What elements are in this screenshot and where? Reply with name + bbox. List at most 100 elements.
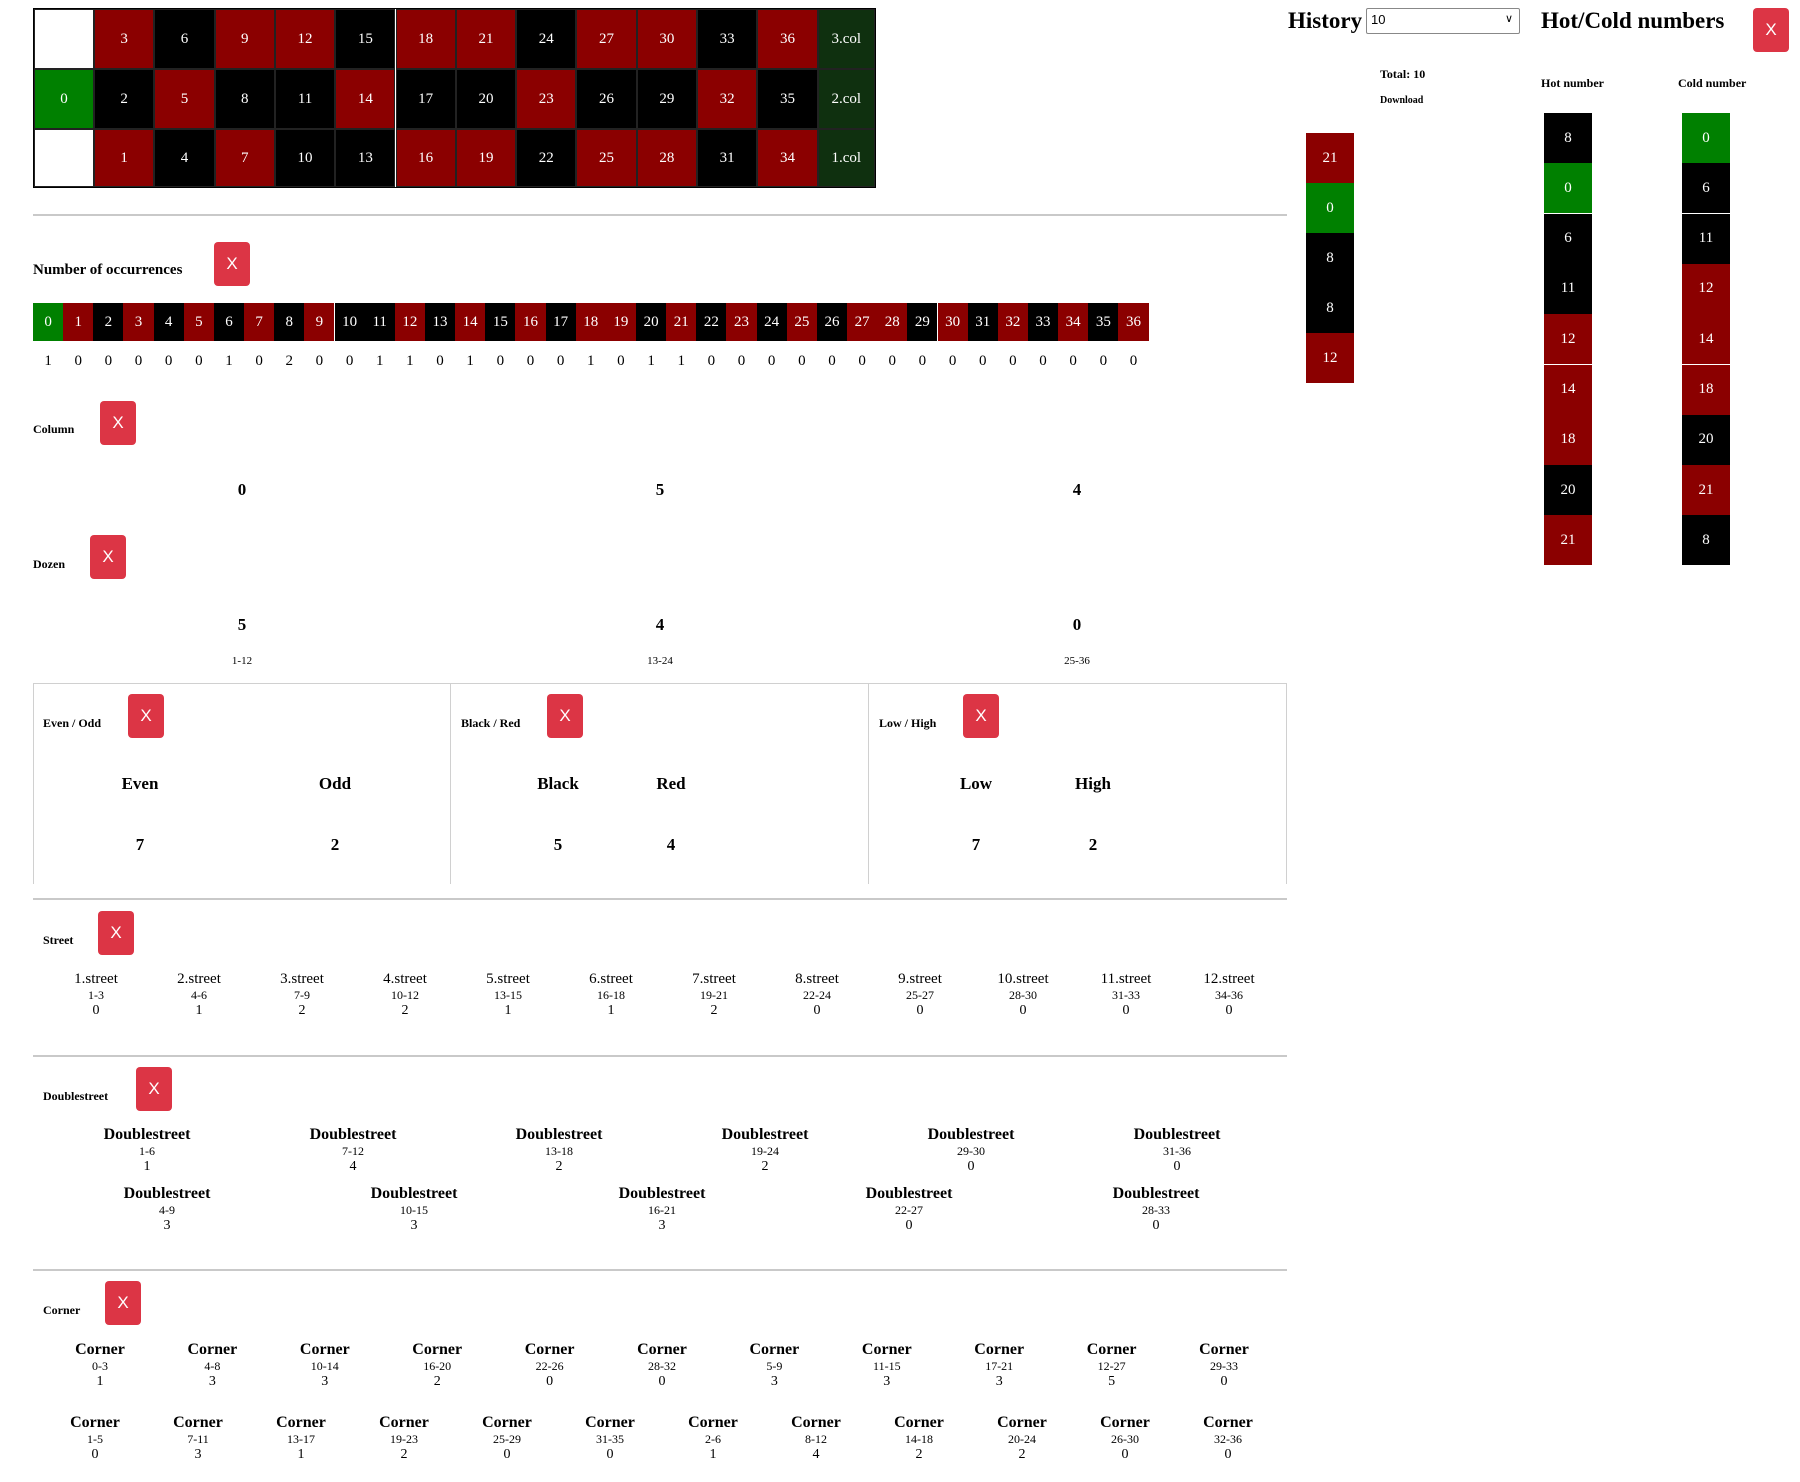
corner-title: Corner [43,1303,81,1317]
corner-name: Corner [1203,1414,1253,1431]
low-high-title: Low / High [879,716,937,730]
dozen-close-button[interactable]: X [90,535,126,579]
street-close-button[interactable]: X [98,911,134,955]
number-cell[interactable]: 13 [335,129,396,187]
street-value: 0 [813,1003,821,1018]
corner-item: Corner 13-17 1 [251,1414,351,1463]
corner-range: 25-29 [493,1432,521,1446]
corner-range: 11-15 [873,1359,901,1373]
number-cell[interactable]: 4 [154,129,215,187]
number-cell[interactable]: 7 [214,129,275,187]
number-cell[interactable]: 16 [395,129,456,187]
hot-number: 6 [1544,213,1592,264]
history-number: 8 [1306,283,1354,333]
street-range: 25-27 [906,988,934,1002]
corner-item: Corner 20-24 2 [972,1414,1072,1463]
number-cell[interactable]: 26 [576,69,637,129]
doublestreet-name: Doublestreet [103,1126,191,1143]
occurrence-number: 6 [213,303,245,341]
occurrence-count: 0 [798,353,806,369]
doublestreet-value: 2 [761,1159,769,1174]
number-cell[interactable]: 27 [576,9,637,69]
number-cell[interactable]: 17 [395,69,456,129]
cold-number: 11 [1682,213,1730,264]
number-cell[interactable]: 2 [94,69,155,129]
occurrence-number: 1 [63,303,94,341]
column-bet-cell[interactable]: 2.col [817,69,875,129]
number-cell[interactable]: 15 [335,9,396,69]
corner-close-button[interactable]: X [105,1281,141,1325]
history-number: 12 [1306,333,1354,383]
doublestreet-name: Doublestreet [123,1185,211,1202]
number-cell[interactable]: 9 [214,9,275,69]
history-download-link[interactable]: Download [1380,95,1424,106]
occurrence-number: 9 [304,303,335,341]
number-cell[interactable]: 19 [455,129,517,187]
number-cell[interactable]: 28 [636,129,697,187]
number-cell[interactable]: 5 [154,69,215,129]
number-cell[interactable]: 33 [697,9,758,69]
hotcold-close-button[interactable]: X [1753,8,1789,52]
street-range: 31-33 [1112,988,1140,1002]
street-item: 2.street 4-6 1 [149,971,249,1019]
dozen-value-1: 5 [237,615,247,634]
number-cell[interactable]: 11 [274,69,336,129]
number-cell[interactable]: 35 [757,69,818,129]
even-odd-close-button[interactable]: X [128,694,164,738]
occurrence-count: 1 [647,353,655,369]
doublestreet-close-button[interactable]: X [136,1067,172,1111]
number-cell[interactable]: 24 [516,9,577,69]
number-cell[interactable]: 23 [516,69,577,129]
column-bet-cell[interactable]: 3.col [817,9,875,69]
number-cell[interactable]: 8 [214,69,275,129]
corner-range: 8-12 [805,1432,827,1446]
corner-value: 0 [1220,1374,1228,1389]
number-cell[interactable]: 34 [757,129,818,187]
number-cell[interactable]: 18 [395,9,456,69]
corner-value: 3 [321,1374,329,1389]
occurrence-number: 21 [666,303,697,341]
high-label: High [1075,774,1111,793]
occurrence-number: 3 [123,303,154,341]
doublestreet-value: 3 [410,1218,418,1233]
occurrences-close-button[interactable]: X [214,242,250,286]
number-cell[interactable]: 22 [516,129,577,187]
occurrence-count: 0 [134,353,143,369]
occurrence-number: 12 [394,303,425,341]
number-cell[interactable]: 36 [757,9,818,69]
occurrence-count: 0 [255,353,263,369]
corner-range: 13-17 [287,1432,315,1446]
number-cell[interactable]: 12 [274,9,336,69]
table-empty-cell [34,129,94,187]
corner-value: 3 [208,1374,216,1389]
history-select[interactable]: 10 ∨ [1366,8,1520,34]
column-close-button[interactable]: X [100,401,136,445]
occurrence-count: 0 [767,353,776,369]
corner-range: 29-33 [1210,1359,1238,1373]
number-cell[interactable]: 1 [94,129,155,187]
number-cell[interactable]: 6 [154,9,215,69]
column-bet-cell[interactable]: 1.col [817,129,875,187]
occurrence-number: 35 [1088,303,1119,341]
number-cell[interactable]: 32 [697,69,758,129]
corner-range: 31-35 [596,1432,624,1446]
number-cell[interactable]: 21 [455,9,517,69]
number-cell[interactable]: 29 [636,69,697,129]
number-cell[interactable]: 14 [335,69,396,129]
corner-item: Corner 10-14 3 [275,1341,375,1390]
cold-number: 0 [1682,113,1730,163]
number-cell[interactable]: 31 [697,129,758,187]
street-name: 12.street [1203,971,1255,987]
black-red-close-button[interactable]: X [547,694,583,738]
number-cell[interactable]: 30 [636,9,697,69]
doublestreet-value: 0 [905,1218,913,1233]
number-cell[interactable]: 20 [455,69,517,129]
number-cell[interactable]: 3 [94,9,155,69]
low-high-close-button[interactable]: X [963,694,999,738]
occurrence-count: 0 [918,353,927,369]
hot-number-label: Hot number [1541,76,1604,90]
number-cell[interactable]: 10 [274,129,336,187]
number-cell-0[interactable]: 0 [34,69,94,129]
low-label: Low [959,774,993,793]
number-cell[interactable]: 25 [576,129,637,187]
